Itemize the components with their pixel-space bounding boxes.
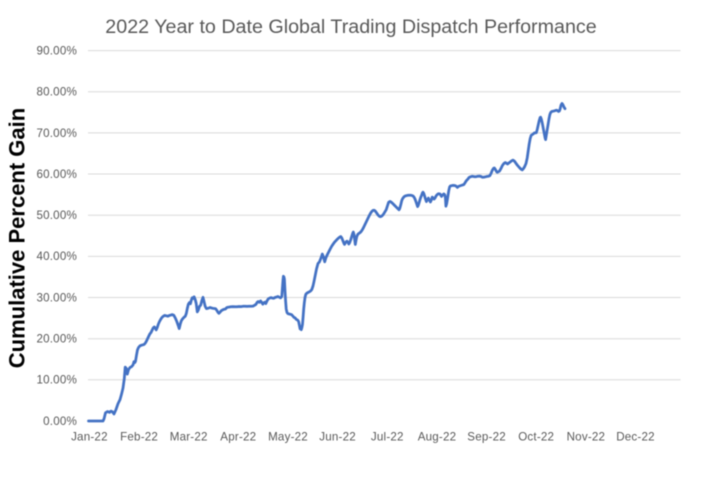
svg-text:70.00%: 70.00% bbox=[36, 127, 77, 140]
svg-text:2022 Year to Date Global Tradi: 2022 Year to Date Global Trading Dispatc… bbox=[105, 16, 596, 38]
svg-text:Oct-22: Oct-22 bbox=[518, 431, 554, 444]
svg-text:50.00%: 50.00% bbox=[36, 209, 77, 222]
svg-text:Jul-22: Jul-22 bbox=[371, 431, 404, 444]
svg-text:Sep-22: Sep-22 bbox=[467, 431, 506, 444]
svg-text:Aug-22: Aug-22 bbox=[418, 431, 457, 444]
svg-text:Dec-22: Dec-22 bbox=[616, 431, 655, 444]
svg-text:Apr-22: Apr-22 bbox=[220, 431, 256, 444]
svg-text:60.00%: 60.00% bbox=[36, 168, 77, 181]
svg-text:10.00%: 10.00% bbox=[36, 374, 77, 387]
svg-text:Jun-22: Jun-22 bbox=[319, 431, 356, 444]
svg-text:30.00%: 30.00% bbox=[36, 291, 77, 304]
svg-text:Mar-22: Mar-22 bbox=[170, 431, 208, 444]
svg-text:80.00%: 80.00% bbox=[36, 86, 77, 99]
svg-text:0.00%: 0.00% bbox=[43, 415, 77, 428]
svg-text:May-22: May-22 bbox=[268, 431, 308, 444]
svg-text:40.00%: 40.00% bbox=[36, 250, 77, 263]
svg-text:Cumulative Percent Gain: Cumulative Percent Gain bbox=[5, 108, 30, 368]
svg-text:Nov-22: Nov-22 bbox=[567, 431, 606, 444]
svg-text:Jan-22: Jan-22 bbox=[71, 431, 108, 444]
svg-text:Feb-22: Feb-22 bbox=[120, 431, 158, 444]
svg-text:90.00%: 90.00% bbox=[36, 45, 77, 58]
svg-text:20.00%: 20.00% bbox=[36, 333, 77, 346]
